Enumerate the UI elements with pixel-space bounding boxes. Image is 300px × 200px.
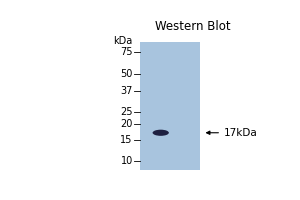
Text: Western Blot: Western Blot bbox=[155, 20, 231, 33]
Bar bbox=[140, 42, 200, 170]
Text: 75: 75 bbox=[120, 47, 133, 57]
Text: 25: 25 bbox=[120, 107, 133, 117]
Text: 37: 37 bbox=[120, 86, 133, 96]
Text: 15: 15 bbox=[120, 135, 133, 145]
Text: 10: 10 bbox=[121, 156, 133, 166]
Text: 20: 20 bbox=[120, 119, 133, 129]
Ellipse shape bbox=[153, 130, 169, 136]
Text: kDa: kDa bbox=[114, 36, 133, 46]
Text: 17kDa: 17kDa bbox=[224, 128, 257, 138]
Text: 50: 50 bbox=[120, 69, 133, 79]
